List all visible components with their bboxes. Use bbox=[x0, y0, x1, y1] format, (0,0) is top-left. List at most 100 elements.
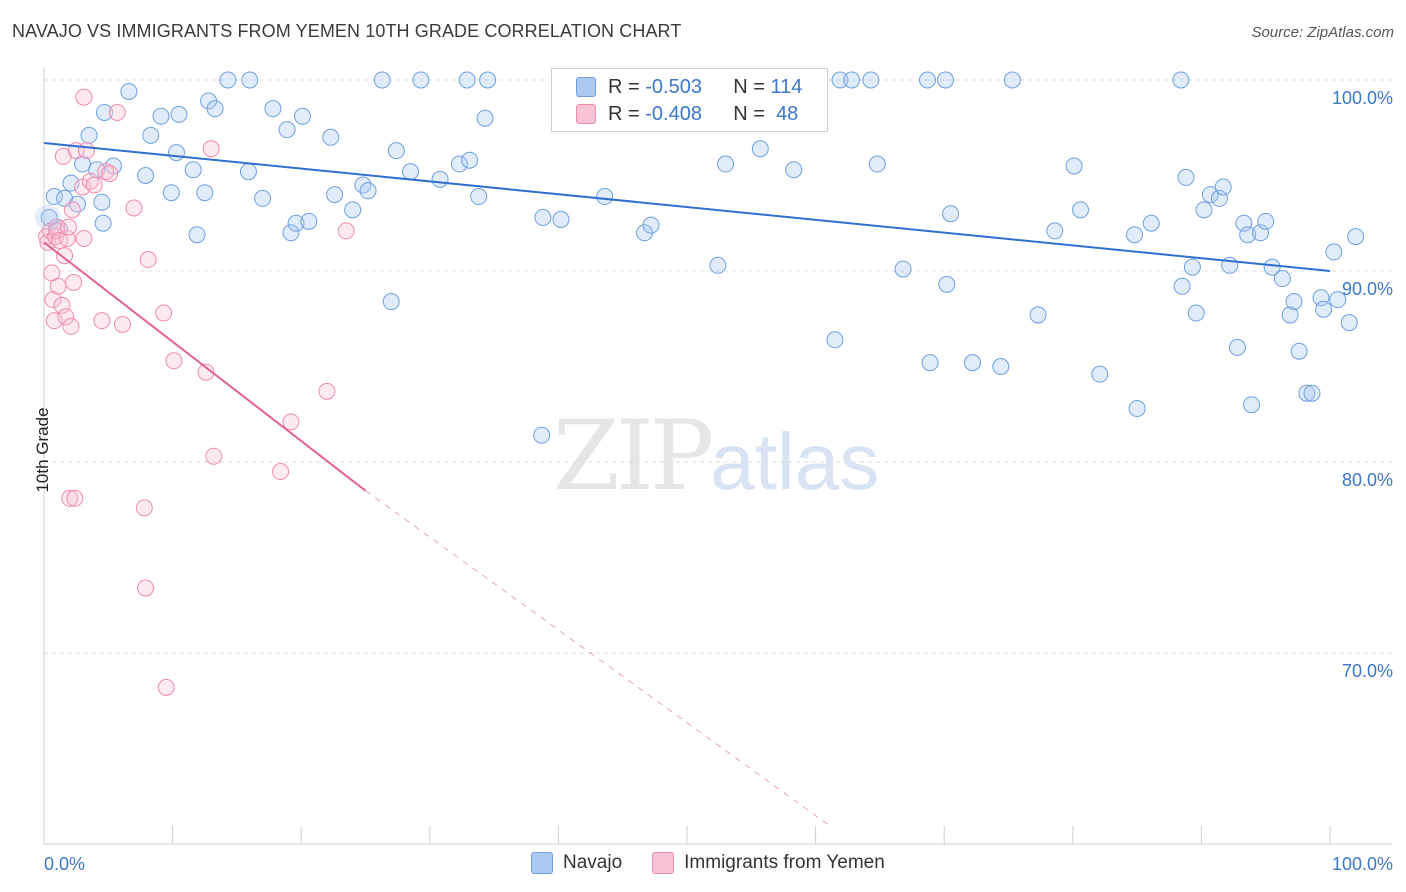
legend-row-yemen: R = -0.408 N = 48 bbox=[576, 102, 798, 126]
navajo-point bbox=[1329, 291, 1347, 309]
n-value: 114 bbox=[770, 75, 803, 98]
navajo-point bbox=[1347, 228, 1365, 246]
yemen-point bbox=[165, 352, 183, 370]
r-value: -0.503 bbox=[645, 75, 702, 98]
navajo-point bbox=[93, 193, 111, 211]
yemen-point bbox=[44, 291, 62, 309]
navajo-point bbox=[412, 71, 430, 89]
navajo-point bbox=[300, 212, 318, 230]
yemen-point bbox=[56, 247, 74, 265]
navajo-point bbox=[120, 82, 138, 100]
navajo-point bbox=[196, 184, 214, 202]
yemen-trend-line bbox=[43, 241, 367, 492]
legend-item-navajo[interactable]: Navajo bbox=[531, 852, 622, 874]
y-tick-label: 90.0% bbox=[1342, 279, 1393, 299]
yemen-point bbox=[125, 199, 143, 217]
navajo-point bbox=[170, 105, 188, 123]
navajo-point bbox=[1183, 258, 1201, 276]
navajo-point bbox=[137, 167, 155, 184]
navajo-point bbox=[219, 71, 237, 89]
yemen-point bbox=[53, 296, 71, 314]
yemen-point bbox=[282, 413, 300, 431]
navajo-point bbox=[287, 214, 305, 232]
yemen-point bbox=[155, 304, 173, 322]
yemen-point bbox=[85, 176, 103, 194]
navajo-point bbox=[458, 71, 476, 89]
yemen-point bbox=[75, 230, 93, 248]
navajo-swatch bbox=[576, 77, 596, 97]
navajo-point bbox=[241, 71, 259, 89]
navajo-point bbox=[1029, 306, 1047, 324]
navajo-point bbox=[1285, 293, 1303, 311]
yemen-point bbox=[197, 363, 215, 381]
navajo-point bbox=[1172, 71, 1190, 89]
navajo-point bbox=[1228, 338, 1246, 356]
watermark-zip: ZIP bbox=[553, 400, 714, 512]
navajo-point bbox=[936, 71, 954, 89]
navajo-point bbox=[1239, 226, 1257, 244]
navajo-point bbox=[45, 188, 63, 206]
yemen-point bbox=[202, 140, 220, 158]
x-tick-label: 100.0% bbox=[1332, 854, 1393, 874]
yemen-trend-extension bbox=[365, 490, 829, 826]
navajo-point bbox=[184, 161, 202, 179]
navajo-point bbox=[239, 163, 257, 181]
stats-legend: R = -0.503 N = 114 R = -0.408 N = 48 bbox=[551, 68, 828, 132]
navajo-cluster bbox=[34, 204, 61, 231]
navajo-point bbox=[476, 109, 494, 127]
navajo-point bbox=[322, 128, 340, 146]
y-axis-label: 10th Grade bbox=[33, 407, 52, 493]
navajo-point bbox=[1263, 258, 1281, 276]
legend-label-yemen: Immigrants from Yemen bbox=[684, 852, 885, 873]
r-label: R = bbox=[608, 75, 640, 98]
yemen-point bbox=[63, 201, 81, 219]
yemen-swatch bbox=[576, 104, 596, 124]
n-label: N = bbox=[733, 75, 765, 98]
navajo-point bbox=[1091, 365, 1109, 383]
navajo-point bbox=[552, 210, 570, 228]
navajo-point bbox=[1243, 396, 1261, 414]
yemen-point bbox=[59, 218, 77, 236]
yemen-point bbox=[137, 579, 155, 597]
y-tick-label: 100.0% bbox=[1332, 88, 1393, 108]
watermark: ZIPatlas bbox=[553, 400, 879, 512]
legend-item-yemen[interactable]: Immigrants from Yemen bbox=[652, 852, 885, 874]
navajo-point bbox=[206, 100, 224, 118]
n-value: 48 bbox=[776, 102, 799, 125]
navajo-point bbox=[254, 189, 272, 207]
yemen-point bbox=[77, 142, 95, 160]
navajo-point bbox=[1315, 300, 1333, 318]
yemen-point bbox=[272, 463, 290, 481]
navajo-point bbox=[94, 214, 112, 232]
yemen-point bbox=[57, 308, 75, 326]
navajo-point bbox=[431, 170, 449, 188]
n-label: N = bbox=[733, 102, 765, 125]
navajo-point bbox=[382, 293, 400, 311]
navajo-point bbox=[344, 201, 362, 219]
legend-label-navajo: Navajo bbox=[563, 852, 623, 873]
navajo-point bbox=[534, 209, 552, 227]
source-label: Source: ZipAtlas.com bbox=[1251, 24, 1394, 41]
series-legend: Navajo Immigrants from Yemen bbox=[531, 852, 915, 874]
navajo-point bbox=[402, 163, 420, 181]
yemen-point bbox=[113, 315, 131, 333]
navajo-trend-line bbox=[43, 142, 1331, 272]
navajo-point bbox=[862, 71, 880, 89]
yemen-point bbox=[157, 678, 175, 696]
navajo-point bbox=[642, 216, 660, 234]
navajo-point bbox=[80, 126, 98, 144]
navajo-point bbox=[95, 103, 113, 121]
navajo-point bbox=[826, 331, 844, 349]
navajo-point bbox=[188, 226, 206, 244]
navajo-point bbox=[142, 126, 160, 144]
yemen-point bbox=[66, 489, 84, 507]
navajo-point bbox=[963, 354, 981, 372]
watermark-atlas: atlas bbox=[710, 417, 880, 506]
navajo-point bbox=[1298, 384, 1316, 402]
navajo-point bbox=[1214, 178, 1232, 196]
navajo-point bbox=[1303, 384, 1321, 402]
yemen-point bbox=[62, 317, 80, 335]
navajo-point bbox=[167, 144, 185, 162]
yemen-point bbox=[65, 273, 83, 291]
